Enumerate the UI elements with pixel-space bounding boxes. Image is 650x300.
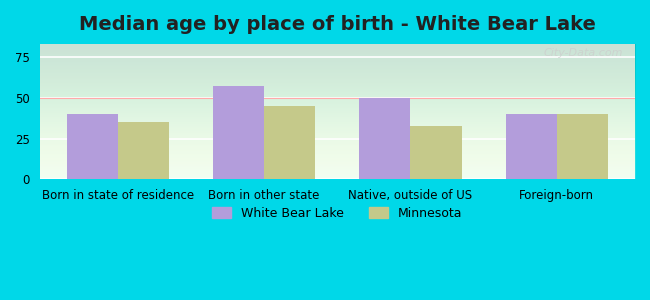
Bar bbox=[359, 98, 410, 179]
Legend: White Bear Lake, Minnesota: White Bear Lake, Minnesota bbox=[207, 202, 467, 225]
Bar bbox=[213, 86, 264, 179]
Bar bbox=[264, 106, 315, 179]
Bar bbox=[410, 126, 461, 179]
Bar bbox=[118, 122, 169, 179]
Bar bbox=[506, 114, 557, 179]
Text: City-Data.com: City-Data.com bbox=[543, 48, 623, 58]
Bar bbox=[67, 114, 118, 179]
Bar bbox=[557, 114, 608, 179]
Title: Median age by place of birth - White Bear Lake: Median age by place of birth - White Bea… bbox=[79, 15, 596, 34]
